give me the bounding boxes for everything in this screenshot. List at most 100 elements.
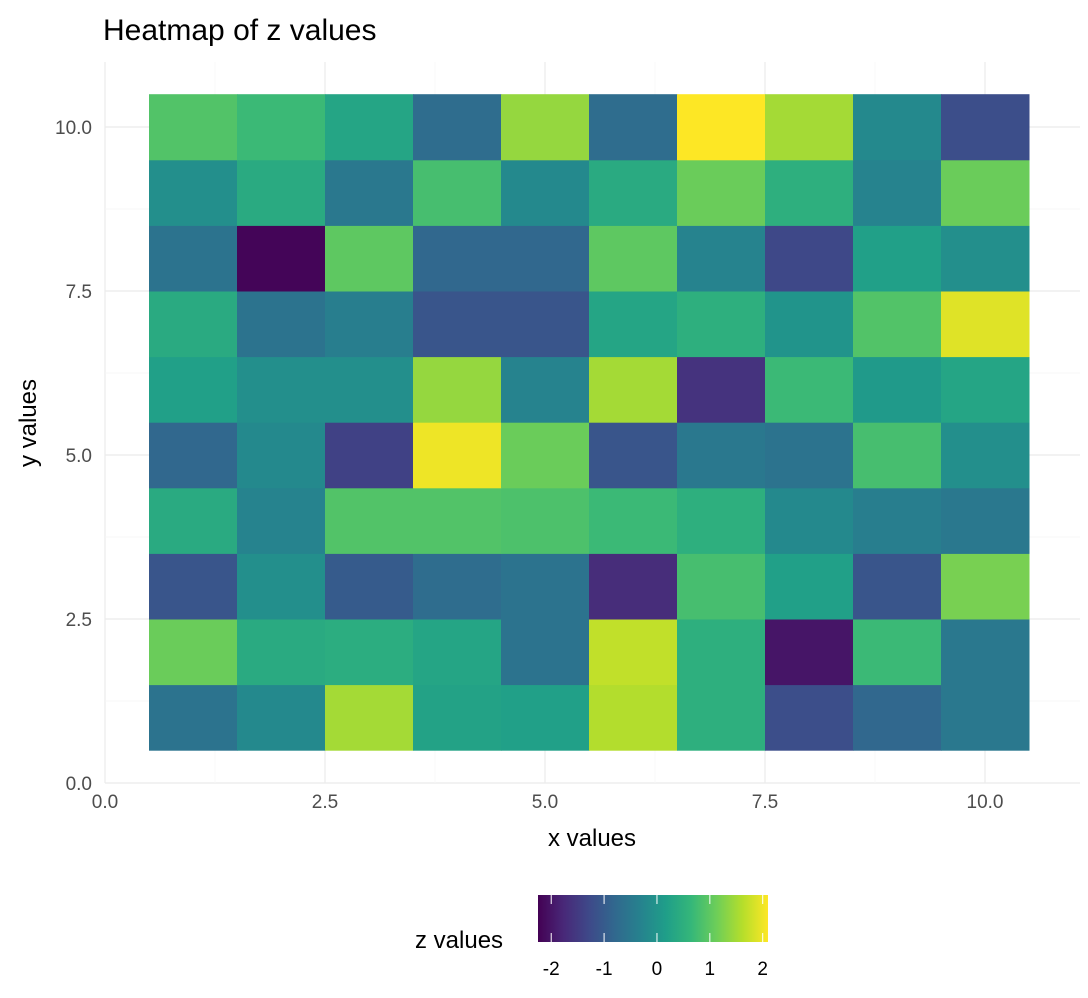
y-tick-label: 7.5 (66, 282, 92, 303)
heatmap-cell (677, 619, 766, 686)
heatmap-cell (941, 422, 1030, 489)
heatmap-cell (501, 94, 590, 161)
heatmap-cell (765, 356, 854, 423)
heatmap-cell (677, 422, 766, 489)
heatmap-cell (677, 684, 766, 751)
heatmap-cell (413, 94, 502, 161)
heatmap-cell (413, 159, 502, 226)
legend-title: z values (415, 927, 503, 954)
heatmap-cell (413, 225, 502, 292)
heatmap-cell (325, 487, 414, 554)
heatmap-tiles (149, 94, 1030, 751)
color-legend: z values -2 -1 0 1 2 (415, 895, 768, 980)
heatmap-cell (501, 225, 590, 292)
heatmap-cell (501, 553, 590, 620)
heatmap-cell (413, 291, 502, 358)
heatmap-cell (237, 684, 326, 751)
legend-tick-label: 1 (705, 959, 716, 980)
heatmap-cell (501, 422, 590, 489)
heatmap-cell (501, 291, 590, 358)
heatmap-cell (941, 291, 1030, 358)
heatmap-cell (853, 684, 942, 751)
heatmap-cell (853, 619, 942, 686)
heatmap-cell (589, 94, 678, 161)
x-axis-label: x values (548, 825, 636, 852)
heatmap-cell (149, 619, 238, 686)
heatmap-cell (677, 225, 766, 292)
heatmap-cell (941, 553, 1030, 620)
heatmap-cell (589, 225, 678, 292)
heatmap-cell (149, 553, 238, 620)
heatmap-cell (149, 159, 238, 226)
legend-tick-label: -1 (596, 959, 613, 980)
heatmap-cell (853, 422, 942, 489)
heatmap-cell (677, 487, 766, 554)
heatmap-cell (677, 553, 766, 620)
heatmap-cell (237, 487, 326, 554)
heatmap-cell (589, 487, 678, 554)
heatmap-cell (589, 422, 678, 489)
heatmap-cell (941, 159, 1030, 226)
heatmap-cell (501, 619, 590, 686)
colorbar (538, 895, 768, 942)
legend-tick-label: 2 (757, 959, 768, 980)
y-axis: 0.0 2.5 5.0 7.5 10.0 (55, 118, 92, 795)
y-tick-label: 5.0 (66, 446, 92, 467)
heatmap-cell (853, 225, 942, 292)
heatmap-cell (941, 94, 1030, 161)
heatmap-cell (853, 553, 942, 620)
heatmap-cell (325, 94, 414, 161)
x-tick-label: 10.0 (967, 792, 1004, 813)
x-tick-label: 2.5 (312, 792, 338, 813)
heatmap-cell (501, 684, 590, 751)
heatmap-cell (677, 356, 766, 423)
heatmap-cell (853, 487, 942, 554)
heatmap-cell (149, 422, 238, 489)
heatmap-cell (853, 356, 942, 423)
heatmap-cell (413, 619, 502, 686)
heatmap-cell (325, 553, 414, 620)
heatmap-cell (677, 159, 766, 226)
heatmap-cell (941, 619, 1030, 686)
heatmap-cell (501, 159, 590, 226)
heatmap-cell (853, 94, 942, 161)
heatmap-cell (941, 356, 1030, 423)
heatmap-cell (149, 94, 238, 161)
heatmap-cell (589, 356, 678, 423)
y-tick-label: 10.0 (55, 118, 92, 139)
heatmap-cell (765, 291, 854, 358)
heatmap-cell (149, 356, 238, 423)
chart-title: Heatmap of z values (103, 14, 376, 47)
heatmap-cell (853, 291, 942, 358)
heatmap-cell (413, 422, 502, 489)
heatmap-cell (765, 684, 854, 751)
x-axis: 0.0 2.5 5.0 7.5 10.0 (92, 792, 1004, 813)
heatmap-cell (941, 225, 1030, 292)
heatmap-cell (237, 422, 326, 489)
heatmap-cell (325, 159, 414, 226)
heatmap-cell (765, 619, 854, 686)
heatmap-cell (589, 553, 678, 620)
heatmap-cell (149, 684, 238, 751)
heatmap-cell (237, 553, 326, 620)
heatmap-cell (237, 225, 326, 292)
heatmap-cell (149, 487, 238, 554)
heatmap-cell (941, 487, 1030, 554)
heatmap-cell (413, 553, 502, 620)
legend-tick-label: -2 (543, 959, 560, 980)
heatmap-cell (501, 487, 590, 554)
heatmap-cell (589, 619, 678, 686)
heatmap-cell (325, 684, 414, 751)
heatmap-cell (149, 291, 238, 358)
heatmap-cell (237, 159, 326, 226)
heatmap-cell (589, 159, 678, 226)
heatmap-cell (237, 619, 326, 686)
x-tick-label: 5.0 (532, 792, 558, 813)
y-axis-label: y values (15, 379, 42, 467)
heatmap-cell (413, 487, 502, 554)
heatmap-cell (765, 422, 854, 489)
heatmap-cell (765, 487, 854, 554)
heatmap-cell (941, 684, 1030, 751)
heatmap-cell (325, 422, 414, 489)
